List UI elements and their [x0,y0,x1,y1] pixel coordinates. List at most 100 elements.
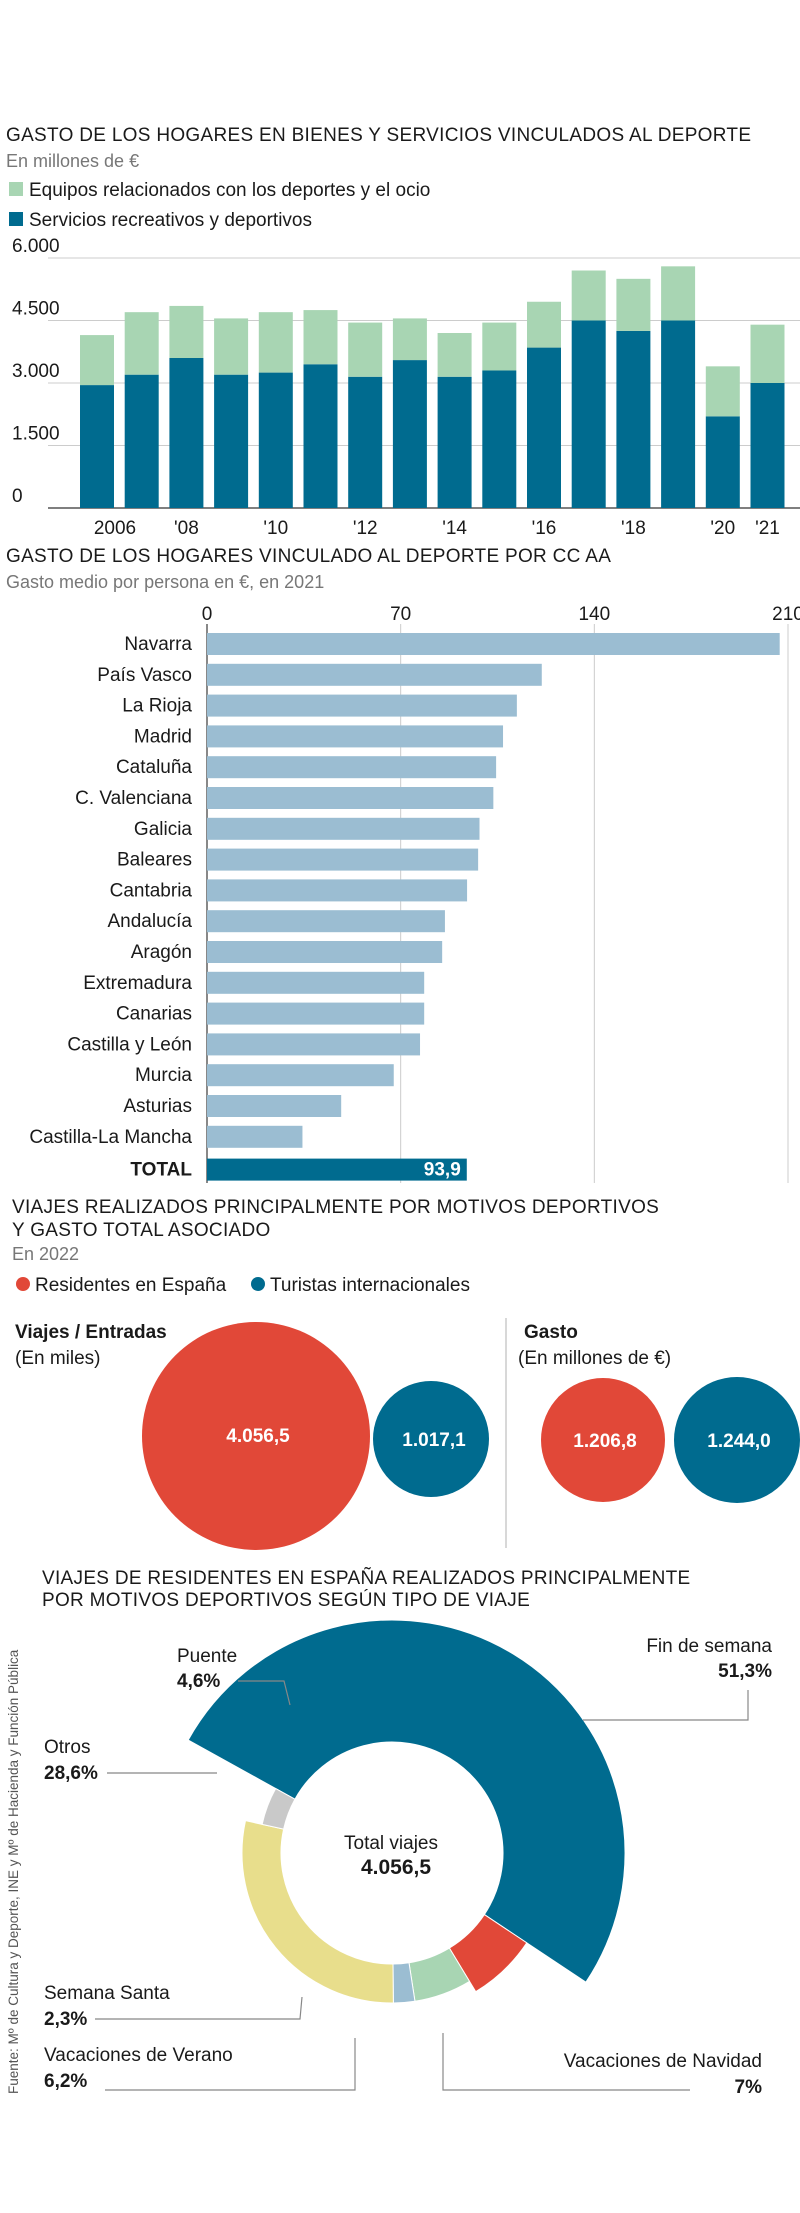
chart-4-title-line-2: POR MOTIVOS DEPORTIVOS SEGÚN TIPO DE VIA… [42,1589,530,1611]
chart-2-bar-cataluna-label: Cataluña [116,757,192,778]
chart-2-bar-canarias [207,1002,425,1025]
chart-2-bar-la-rioja [207,694,517,717]
chart-3-title-line-2: Y GASTO TOTAL ASOCIADO [12,1220,271,1241]
chart-1-legend-swatch-servicios [9,212,23,226]
chart-1-bar-2020-servicios [705,416,740,508]
chart-4-slice-label-fin-de-semana: Fin de semana [646,1636,772,1657]
chart-1-x-tick-label: '08 [174,518,199,539]
chart-1-bar-2015-servicios [482,370,517,508]
chart-1-subtitle: En millones de € [6,151,139,171]
chart-4-slice-label-semana-santa: Semana Santa [44,1983,170,2004]
chart-2-bar-murcia-label: Murcia [135,1065,192,1086]
chart-3-legend-label-residentes: Residentes en España [35,1275,227,1296]
chart-2-bar-galicia [207,817,480,840]
leader-vacaciones-verano [105,2038,356,2091]
chart-1-bars [80,266,785,508]
chart-1-legend-label-equipos: Equipos relacionados con los deportes y … [29,180,430,201]
chart-4-center-value: 4.056,5 [361,1856,431,1879]
chart-1-bar-2007-equipos [124,312,159,375]
bubble-turistas-gasto-label: 1.244,0 [707,1431,770,1452]
chart-1-bar-2011-servicios [303,364,338,508]
chart-1-x-tick-label: 2006 [94,518,136,539]
chart-1-bar-2010-equipos [258,312,293,373]
bubble-turistas-viajes-label: 1.017,1 [402,1430,466,1451]
chart-1-bar-2018-servicios [616,330,651,508]
chart-1-title: GASTO DE LOS HOGARES EN BIENES Y SERVICI… [6,125,751,146]
chart-4-center-label: Total viajes [344,1833,438,1854]
chart-2-bar-pais-vasco-label: País Vasco [97,665,192,686]
chart-2-bar-asturias [207,1095,342,1117]
chart-4-slices [187,1619,626,2004]
bubble-residentes-viajes-label: 4.056,5 [226,1426,290,1447]
chart-2-bar-aragon-label: Aragón [131,942,192,963]
chart-2-title: GASTO DE LOS HOGARES VINCULADO AL DEPORT… [6,546,611,567]
chart-2-bar-andalucia-label: Andalucía [107,911,192,932]
chart-1-bar-2013-servicios [392,360,427,508]
chart-1-bar-2009-equipos [214,318,249,375]
chart-1-x-ticks: 2006 '08 '10 '12 '14 '16 '18 '20 '21 [94,518,780,539]
chart-1-bar-2010-servicios [258,372,293,508]
chart-1-x-tick-label: '21 [755,518,780,539]
chart-2-bar-madrid-label: Madrid [134,726,192,747]
chart-1-x-tick-label: '10 [263,518,288,539]
chart-2-bar-castilla-y-leon [207,1033,421,1056]
chart-4-slice-label-vacaciones-navidad: Vacaciones de Navidad [564,2051,762,2072]
chart-2-x-tick-label: 0 [202,604,213,625]
donut-slice-otros [241,1820,394,2004]
chart-4-title-line-1: VIAJES DE RESIDENTES EN ESPAÑA REALIZADO… [42,1567,691,1589]
chart-2-bar-asturias-label: Asturias [123,1096,192,1117]
chart-1-y-tick-label: 0 [12,486,23,507]
chart-2-bar-aragon [207,941,443,963]
chart-3-panel-1-unit: (En miles) [15,1348,101,1369]
chart-2-bar-c-valenciana [207,787,494,809]
chart-2-bars: Navarra País Vasco La Rioja Madrid Cataluña C… [29,633,780,1148]
chart-2-bar-andalucia [207,910,445,933]
chart-1-bar-2020-equipos [705,366,740,417]
chart-2-bar-baleares-label: Baleares [117,850,192,871]
chart-2-subtitle: Gasto medio por persona en €, en 2021 [6,572,324,592]
chart-1-bar-2019-servicios [661,320,696,508]
bubble-residentes-gasto [541,1378,665,1502]
chart-2-bar-extremadura [207,971,425,994]
donut-slice-puente [261,1787,296,1830]
chart-2-bar-castilla-y-leon-label: Castilla y León [67,1034,192,1055]
chart-2-x-tick-label: 70 [390,604,411,625]
chart-2-bar-galicia-label: Galicia [134,819,193,840]
chart-3-legend-label-turistas: Turistas internacionales [270,1275,470,1296]
chart-1-bar-2011-equipos [303,310,338,365]
leader-vacaciones-navidad [442,2033,690,2091]
chart-2-bar-cantabria-label: Cantabria [110,880,193,901]
chart-4-leaders [95,1680,749,2091]
chart-2-horizontal-bar: GASTO DE LOS HOGARES VINCULADO AL DEPORT… [6,546,800,1183]
bubble-residentes-viajes [142,1322,370,1550]
chart-1-bar-2021-equipos [750,324,785,383]
chart-1-bar-2014-servicios [437,376,472,508]
chart-2-bar-cataluna [207,756,497,779]
chart-2-bar-murcia [207,1064,394,1087]
chart-1-bar-2016-equipos [527,301,561,348]
chart-1-bar-2016-servicios [527,347,561,508]
chart-3-bubbles: VIAJES REALIZADOS PRINCIPALMENTE POR MOT… [12,1197,800,1550]
chart-1-y-tick-label: 3.000 [12,361,60,382]
chart-4-slice-label-vacaciones-verano: Vacaciones de Verano [44,2045,233,2066]
chart-1-stacked-bar: GASTO DE LOS HOGARES EN BIENES Y SERVICI… [6,125,800,539]
chart-1-y-tick-label: 4.500 [12,299,60,320]
leader-semana-santa [95,1996,303,2020]
chart-2-gridlines: 0 70 140 210 [202,604,800,1183]
chart-2-bar-c-valenciana-label: C. Valenciana [75,788,192,809]
chart-2-total: TOTAL 93,9 [130,1158,467,1181]
chart-3-legend-dot-turistas [251,1277,265,1291]
chart-2-bar-pais-vasco [207,663,542,686]
chart-1-bar-2007-servicios [124,374,159,508]
leader-fin-de-semana [583,1690,749,1721]
chart-1-x-tick-label: '14 [442,518,467,539]
chart-2-bar-canarias-label: Canarias [116,1004,192,1025]
chart-4-slice-value-vacaciones-navidad: 7% [735,2077,763,2098]
donut-slice-fin-de-semana [187,1619,626,1983]
source-note: Fuente: Mº de Cultura y Deporte, INE y M… [6,1649,21,2094]
chart-3-panel-1-title: Viajes / Entradas [15,1322,167,1343]
chart-1-bar-2021-servicios [750,383,785,508]
chart-1-bar-2008-equipos [169,305,204,358]
chart-3-panel-2-title: Gasto [524,1322,578,1343]
